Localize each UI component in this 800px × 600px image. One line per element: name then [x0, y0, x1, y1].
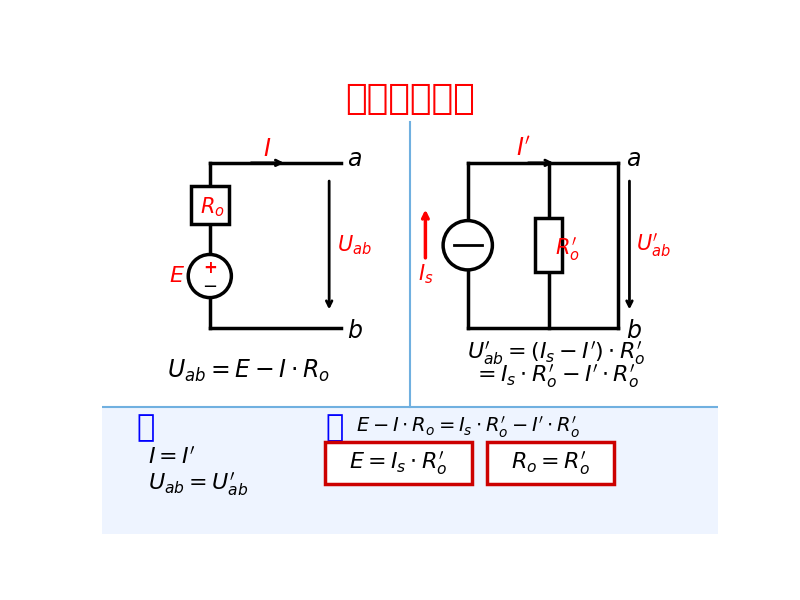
Text: $I=I'$: $I=I'$ — [148, 446, 196, 468]
Text: $b$: $b$ — [626, 319, 642, 343]
Text: $R_o=R_o'$: $R_o=R_o'$ — [511, 449, 590, 477]
Bar — [190, 186, 229, 224]
Text: $E$: $E$ — [170, 266, 186, 286]
Text: $U_{ab}=E-I\cdot R_o$: $U_{ab}=E-I\cdot R_o$ — [167, 358, 330, 384]
Circle shape — [443, 221, 492, 270]
Circle shape — [188, 254, 231, 298]
Bar — [102, 407, 718, 534]
Bar — [487, 442, 614, 484]
Text: $a$: $a$ — [626, 147, 641, 171]
Text: $I_s$: $I_s$ — [418, 263, 433, 286]
Text: $I$: $I$ — [263, 137, 272, 161]
Bar — [534, 218, 562, 272]
Text: $R_o'$: $R_o'$ — [554, 235, 579, 263]
Text: $I'$: $I'$ — [516, 137, 531, 161]
Text: $E=I_s\cdot R_o'$: $E=I_s\cdot R_o'$ — [349, 449, 448, 477]
Text: $R_o$: $R_o$ — [200, 196, 225, 220]
Text: 若: 若 — [137, 413, 155, 442]
Text: +: + — [203, 259, 217, 277]
Text: $U_{ab}=U_{ab}'$: $U_{ab}=U_{ab}'$ — [148, 470, 249, 497]
Bar — [326, 442, 472, 484]
Text: $E-I\cdot R_o=I_s\cdot R_o'-I'\cdot R_o'$: $E-I\cdot R_o=I_s\cdot R_o'-I'\cdot R_o'… — [356, 415, 580, 440]
Text: $U_{ab}'$: $U_{ab}'$ — [636, 231, 670, 259]
Text: $b$: $b$ — [347, 319, 362, 343]
Text: $U_{ab}'=(I_s-I')\cdot R_o'$: $U_{ab}'=(I_s-I')\cdot R_o'$ — [467, 340, 646, 367]
Text: 则: 则 — [326, 413, 343, 442]
Text: $U_{ab}$: $U_{ab}$ — [337, 233, 372, 257]
Text: $-$: $-$ — [202, 276, 218, 294]
Text: 等效互换公式: 等效互换公式 — [345, 82, 475, 116]
Text: $a$: $a$ — [347, 147, 362, 171]
Text: $=I_s\cdot R_o'-I'\cdot R_o'$: $=I_s\cdot R_o'-I'\cdot R_o'$ — [474, 362, 639, 390]
